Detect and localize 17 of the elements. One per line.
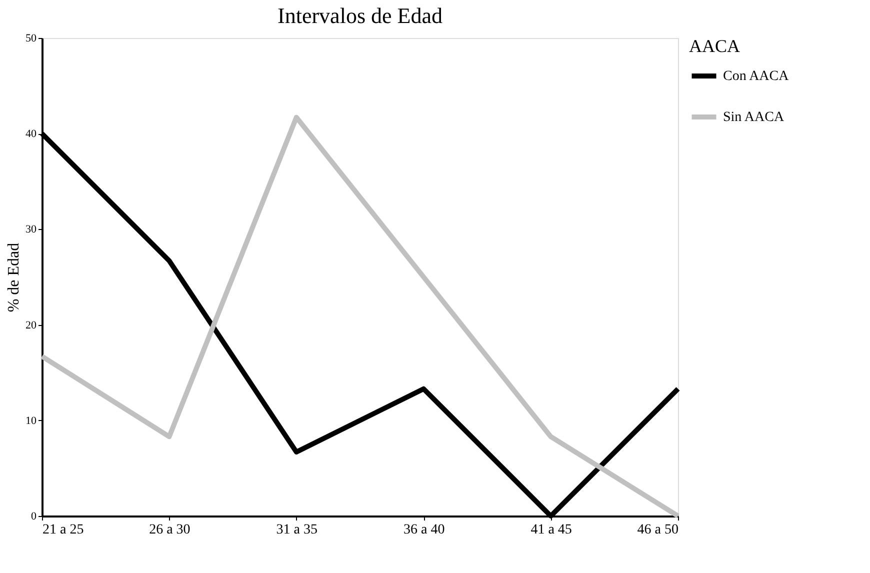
y-tick-label: 50 — [26, 32, 37, 44]
x-tick-label: 41 a 45 — [530, 522, 572, 538]
x-tick-label: 21 a 25 — [42, 522, 84, 538]
x-tick-label: 46 a 50 — [637, 522, 678, 538]
y-tick-label: 40 — [26, 128, 37, 140]
y-tick-label: 30 — [26, 224, 37, 236]
legend-label: Sin AACA — [723, 110, 785, 125]
y-tick-label: 10 — [26, 414, 37, 427]
y-tick-label: 20 — [26, 319, 37, 332]
x-tick-label: 26 a 30 — [149, 522, 190, 538]
y-tick-label: 0 — [31, 510, 37, 522]
y-axis-title: % de Edad — [6, 242, 22, 312]
legend-label: Con AACA — [723, 69, 790, 84]
x-tick-label: 31 a 35 — [276, 522, 318, 538]
chart-title: Intervalos de Edad — [278, 3, 442, 28]
legend-title: AACA — [689, 36, 740, 56]
x-tick-label: 36 a 40 — [403, 522, 445, 538]
